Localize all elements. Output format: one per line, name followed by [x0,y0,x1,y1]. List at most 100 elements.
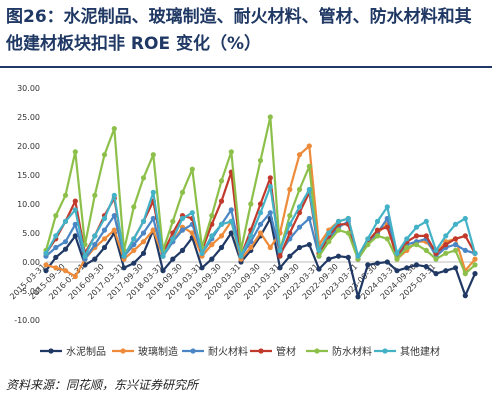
data-point [384,204,390,210]
series-line [44,115,476,275]
data-point [140,250,147,256]
data-point [462,293,468,299]
data-point [267,244,273,251]
data-point [62,246,69,252]
data-point [287,186,293,193]
data-point [248,233,254,239]
legend-label: 玻璃制造 [138,345,178,358]
data-point [179,189,186,195]
data-point [394,268,400,274]
data-point [228,230,234,236]
data-point [413,262,420,268]
data-point [423,264,429,270]
data-point [228,218,234,224]
data-point [374,260,381,266]
data-point [209,242,215,248]
data-point [121,253,127,259]
data-point [218,198,225,204]
x-tick-labels: 2015-03-312015-09-302016-03-312016-09-30… [8,262,437,301]
data-point [140,230,147,236]
data-point [72,149,78,155]
data-point [462,271,468,277]
legend: 水泥制品 玻璃制造 耐火材料 管材 防水材料 其他建材 [40,345,440,358]
data-point [355,253,361,259]
legend-item: 其他建材 [374,345,440,358]
legend-marker [258,348,264,354]
data-point [150,227,156,233]
data-point [394,256,400,262]
data-point [374,227,381,233]
data-point [111,126,117,132]
chart: -10.00 -5.00 0.00 5.00 10.00 15.00 20.00 25.00 3… [8,84,478,358]
data-point [101,244,108,251]
data-point [296,224,303,230]
data-point [101,215,108,222]
data-point [433,271,439,277]
title-rule [0,66,492,68]
series-4 [43,169,478,262]
data-point [452,221,459,227]
data-point [384,236,390,242]
data-point [72,273,78,280]
data-point [160,268,166,274]
data-point [287,230,293,236]
data-point [92,233,98,239]
data-point [326,230,332,236]
data-point [92,192,98,198]
data-point [43,250,49,256]
data-point [228,149,234,155]
data-point [179,215,186,222]
data-point [452,236,459,242]
data-point [374,233,381,239]
data-point [179,227,186,233]
y-tick-label: 5.00 [22,229,40,238]
data-point [111,213,117,219]
data-point [452,242,459,248]
data-point [179,247,186,253]
data-point [306,215,312,222]
data-point [443,242,449,248]
data-point [101,152,108,158]
data-point [218,178,225,184]
data-point [296,186,303,193]
legend-label: 耐火材料 [208,345,248,358]
data-point [131,236,137,242]
data-point [72,207,78,213]
data-point [345,230,351,236]
data-point [170,256,176,262]
y-tick-label: 30.00 [17,84,40,93]
data-point [53,265,59,271]
data-point [101,227,108,233]
data-point [452,265,459,271]
legend-marker [314,348,320,354]
data-point [62,268,69,274]
data-point [257,157,264,164]
data-point [257,221,264,227]
y-tick-label: 20.00 [17,142,40,151]
source-note: 资料来源：同花顺，东兴证券研究所 [6,378,199,392]
data-point [296,204,303,210]
data-point [296,244,303,251]
figure-title: 图26：水泥制品、玻璃制造、耐火材料、管材、防水材料和其他建材板块扣非 ROE … [6,7,472,54]
data-point [287,253,293,259]
data-point [472,271,478,277]
y-tick-label: -10.00 [14,316,40,325]
data-point [472,262,478,268]
legend-item: 玻璃制造 [112,345,178,358]
data-point [306,143,312,149]
legend-marker [48,348,54,354]
data-point [267,184,273,190]
data-point [72,233,78,239]
data-point [150,189,156,195]
data-point [150,215,156,222]
data-point [257,210,264,216]
data-point [335,227,342,233]
series-5 [43,114,478,277]
data-point [413,242,420,248]
series-1 [43,215,478,300]
data-point [131,260,137,266]
data-point [53,233,59,239]
data-point [131,204,137,210]
data-point [189,166,195,172]
data-point [404,244,410,251]
